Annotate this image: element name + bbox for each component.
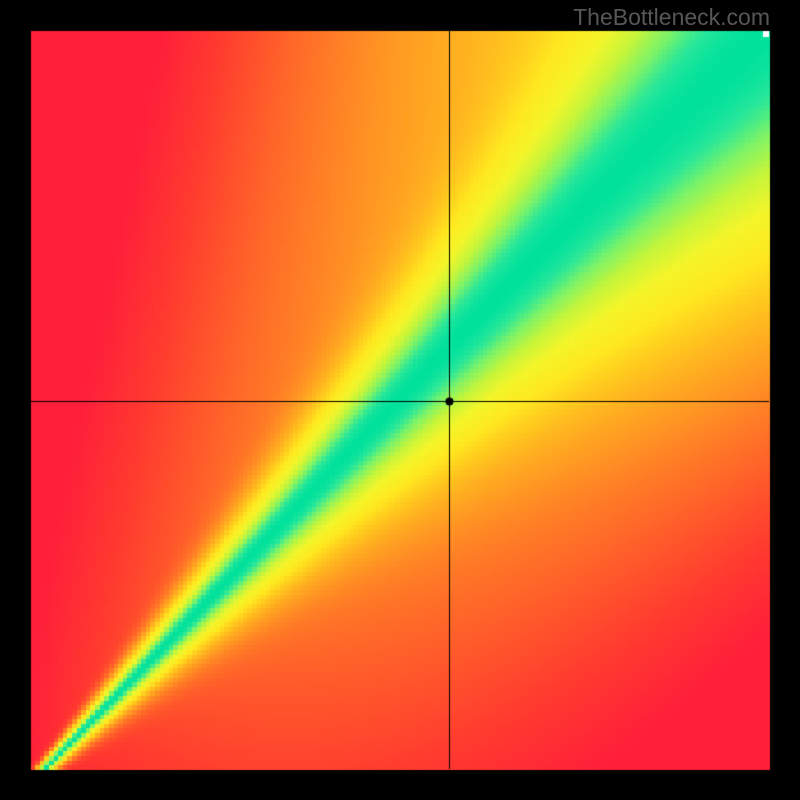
bottleneck-heatmap [0, 0, 800, 800]
watermark-text: TheBottleneck.com [573, 4, 770, 31]
chart-container: { "chart": { "type": "heatmap", "canvas_… [0, 0, 800, 800]
